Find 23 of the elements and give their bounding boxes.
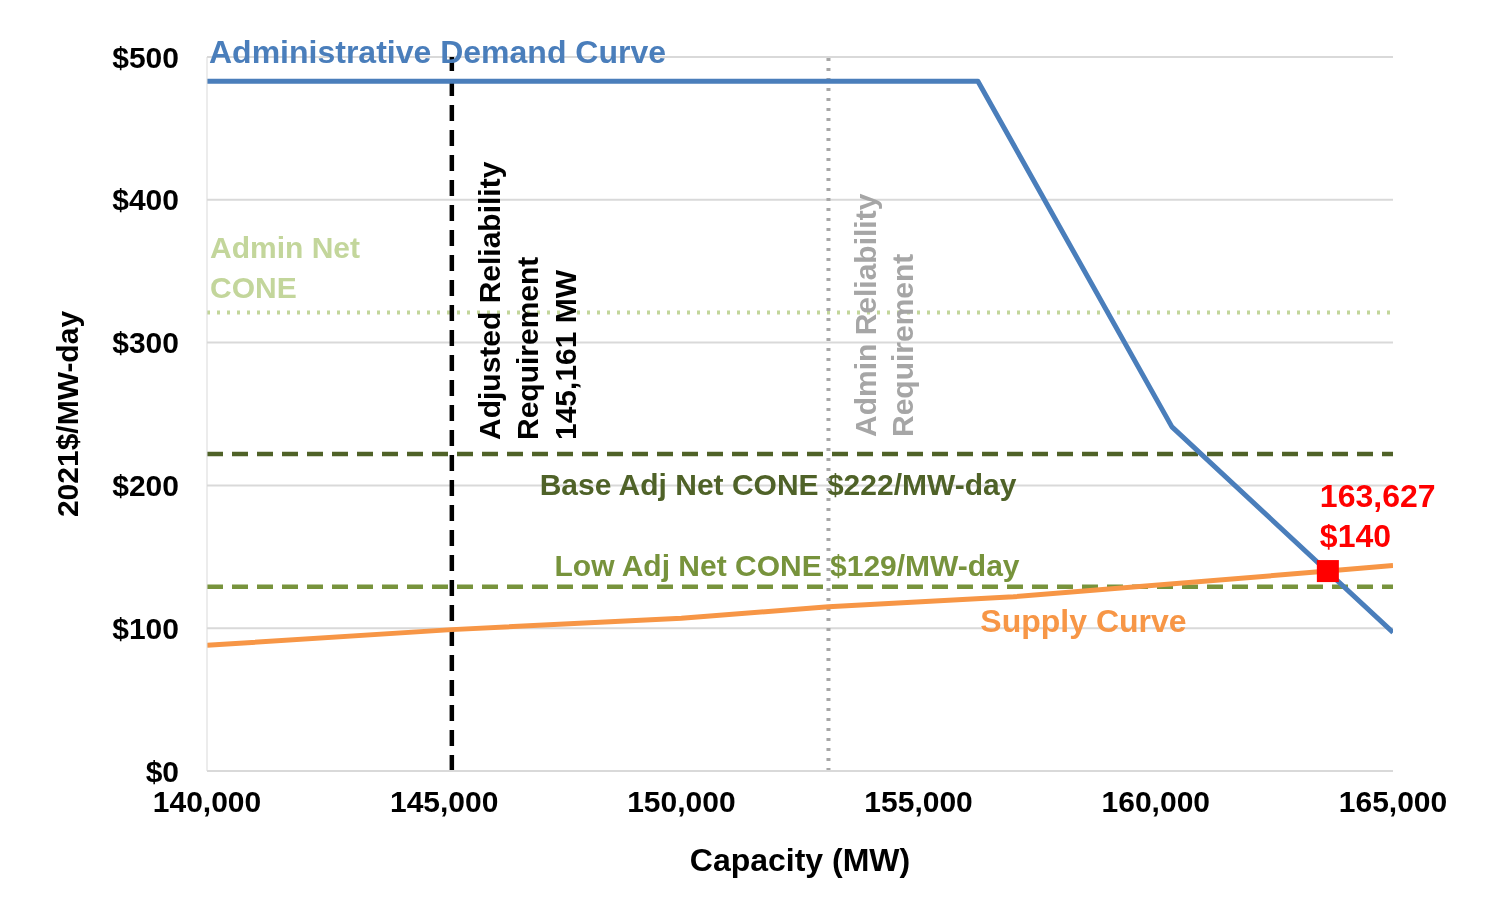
ref-line-label: Base Adj Net CONE $222/MW-day: [539, 467, 1017, 501]
y-tick-label: $300: [112, 326, 179, 360]
y-tick-label: $400: [112, 183, 179, 217]
y-axis-title: 2021$/MW-day: [50, 310, 84, 518]
annotation: 163,627: [1319, 478, 1436, 515]
ref-line-label: Adjusted Reliability Requirement 145,161 MW: [472, 161, 582, 440]
x-tick-label: 150,000: [627, 785, 736, 819]
x-tick-label: 155,000: [864, 785, 973, 819]
y-tick-label: $0: [145, 754, 179, 788]
annotation: $140: [1319, 518, 1392, 555]
ref-line-label: Low Adj Net CONE $129/MW-day: [554, 548, 1020, 582]
ref-line-label: Admin Reliability Requirement: [849, 193, 920, 437]
ref-line-label: Admin Net CONE: [210, 230, 361, 304]
y-tick-label: $100: [112, 611, 179, 645]
y-tick-label: $500: [112, 40, 179, 74]
x-tick-label: 160,000: [1101, 785, 1211, 819]
x-tick-label: 140,000: [152, 785, 262, 819]
x-tick-label: 165,000: [1338, 785, 1448, 819]
x-tick-label: 145,000: [389, 785, 499, 819]
series-label: Administrative Demand Curve: [209, 34, 667, 71]
y-tick-label: $200: [112, 469, 179, 503]
series-label: Supply Curve: [980, 602, 1187, 639]
x-axis-title: Capacity (MW): [689, 842, 911, 878]
